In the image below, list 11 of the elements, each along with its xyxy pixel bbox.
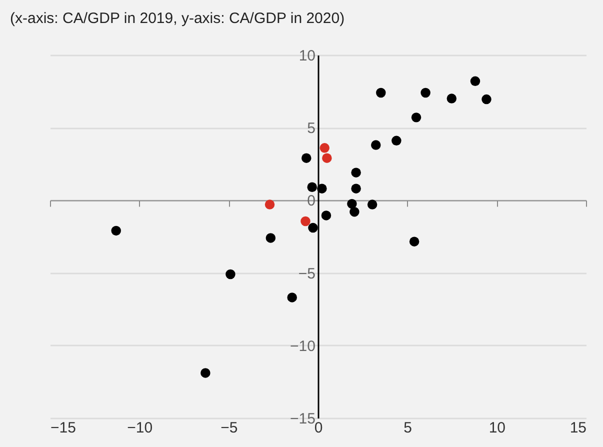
y-tick-label: −10 — [290, 338, 316, 355]
x-tick-label: −15 — [50, 420, 76, 436]
x-tick-label: 5 — [404, 420, 412, 436]
chart-title: (x-axis: CA/GDP in 2019, y-axis: CA/GDP in 2020) — [10, 10, 345, 27]
y-tick-label: −5 — [298, 265, 316, 282]
y-tick-label: 5 — [307, 120, 316, 138]
x-tick-label: 10 — [488, 420, 506, 436]
x-tick-label: −5 — [220, 420, 238, 436]
y-tick-label: 10 — [298, 48, 316, 64]
x-tick-label: −10 — [127, 420, 153, 436]
x-tick-label: 15 — [570, 420, 586, 436]
